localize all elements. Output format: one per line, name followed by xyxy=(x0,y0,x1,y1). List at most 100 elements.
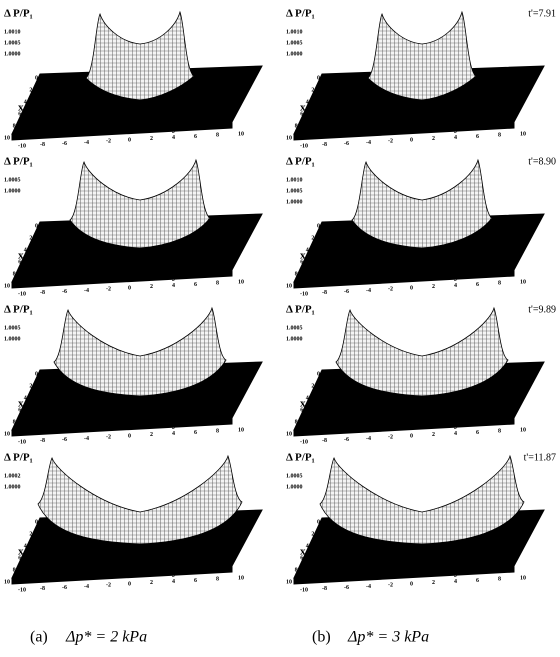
z-tick-label: 1.0000 xyxy=(286,336,303,342)
y-tick-label: -10 xyxy=(300,439,308,445)
time-label: t'=11.87 xyxy=(524,452,556,463)
y-tick-label: 2 xyxy=(150,580,153,586)
y-tick-label: 0 xyxy=(410,581,413,587)
x-tick-label: 6 xyxy=(18,111,21,117)
y-axis-label: y/D xyxy=(172,270,189,282)
x-tick-label: 0 xyxy=(35,519,38,525)
surface-mesh xyxy=(336,308,508,396)
y-tick-label: 8 xyxy=(216,281,219,287)
y-axis-label: y/D xyxy=(454,566,471,578)
z-tick-label: 1.0005 xyxy=(286,473,303,479)
y-tick-label: 8 xyxy=(498,429,501,435)
y-tick-label: 2 xyxy=(432,432,435,438)
z-tick-label: 1.0000 xyxy=(4,51,21,57)
y-tick-label: -4 xyxy=(84,140,89,146)
y-tick-label: -6 xyxy=(344,437,349,443)
y-tick-label: -8 xyxy=(40,438,45,444)
y-tick-label: 10 xyxy=(238,575,244,581)
y-tick-label: 4 xyxy=(454,135,457,141)
surface-plot: Δ P/P₁1.00021.0000x/Dy/D1086420-10-8-6-4… xyxy=(4,452,262,594)
y-tick-label: 0 xyxy=(128,285,131,291)
z-axis-label: Δ P/P₁ xyxy=(286,452,315,464)
x-tick-label: 0 xyxy=(317,519,320,525)
x-tick-label: 4 xyxy=(306,247,309,253)
y-tick-label: 4 xyxy=(172,135,175,141)
z-tick-label: 1.0002 xyxy=(4,473,21,479)
caption-label: (a) xyxy=(30,629,48,646)
x-tick-label: 10 xyxy=(286,283,292,289)
x-tick-label: 8 xyxy=(295,567,298,573)
y-tick-label: 2 xyxy=(150,432,153,438)
y-tick-label: -4 xyxy=(366,584,371,590)
y-tick-label: -4 xyxy=(84,288,89,294)
x-tick-label: 4 xyxy=(24,247,27,253)
x-tick-label: 2 xyxy=(311,531,314,537)
x-tick-label: 0 xyxy=(35,75,38,81)
surface-plot: Δ P/P₁1.00101.00051.0000x/Dy/D1086420-10… xyxy=(4,8,262,150)
y-tick-label: 2 xyxy=(150,136,153,142)
x-tick-label: 0 xyxy=(35,371,38,377)
y-tick-label: -2 xyxy=(106,435,111,441)
y-tick-label: 0 xyxy=(128,581,131,587)
y-tick-label: -6 xyxy=(62,141,67,147)
x-tick-label: 2 xyxy=(311,383,314,389)
z-tick-label: 1.0000 xyxy=(4,484,21,490)
x-tick-label: 10 xyxy=(4,135,10,141)
y-tick-label: -4 xyxy=(84,584,89,590)
y-tick-label: -10 xyxy=(18,587,26,593)
z-tick-label: 1.0000 xyxy=(286,51,303,57)
x-tick-label: 2 xyxy=(29,531,32,537)
y-tick-label: -2 xyxy=(106,583,111,589)
y-tick-label: -8 xyxy=(322,290,327,296)
y-tick-label: -6 xyxy=(62,585,67,591)
y-tick-label: -2 xyxy=(388,435,393,441)
y-tick-label: 10 xyxy=(238,279,244,285)
z-tick-label: 1.0000 xyxy=(286,484,303,490)
x-tick-label: 8 xyxy=(13,123,16,129)
y-tick-label: 10 xyxy=(238,131,244,137)
y-tick-label: 8 xyxy=(216,577,219,583)
surface-plot: Δ P/P₁1.00051.0000x/Dy/D1086420-10-8-6-4… xyxy=(286,452,556,594)
z-axis-label: Δ P/P₁ xyxy=(286,304,315,316)
x-tick-label: 8 xyxy=(295,419,298,425)
y-axis-label: y/D xyxy=(454,418,471,430)
z-axis-label: Δ P/P₁ xyxy=(4,304,33,316)
z-tick-label: 1.0005 xyxy=(286,325,303,331)
z-tick-label: 1.0000 xyxy=(286,199,303,205)
y-tick-label: 8 xyxy=(498,577,501,583)
z-axis-label: Δ P/P₁ xyxy=(4,156,33,168)
surface-plot: Δ P/P₁1.00051.0000x/Dy/D1086420-10-8-6-4… xyxy=(4,304,262,446)
y-tick-label: -4 xyxy=(366,288,371,294)
z-tick-label: 1.0005 xyxy=(4,40,21,46)
y-tick-label: 8 xyxy=(216,133,219,139)
z-tick-label: 1.0010 xyxy=(286,177,303,183)
z-tick-label: 1.0005 xyxy=(4,325,21,331)
time-label: t'=7.91 xyxy=(528,8,556,19)
y-tick-label: 4 xyxy=(454,431,457,437)
y-tick-label: -2 xyxy=(388,583,393,589)
surface-mesh xyxy=(352,160,492,248)
x-tick-label: 2 xyxy=(29,235,32,241)
y-tick-label: -6 xyxy=(344,585,349,591)
y-tick-label: -10 xyxy=(300,291,308,297)
surface-plot: Δ P/P₁1.00101.00051.0000x/Dy/D1086420-10… xyxy=(286,8,556,150)
y-tick-label: -4 xyxy=(366,140,371,146)
y-tick-label: 2 xyxy=(150,284,153,290)
y-axis-label: y/D xyxy=(172,122,189,134)
caption-formula: Δp* = 2 kPa xyxy=(65,629,147,646)
time-label: t'=8.90 xyxy=(528,156,556,167)
z-tick-label: 1.0005 xyxy=(286,188,303,194)
y-tick-label: 8 xyxy=(216,429,219,435)
y-tick-label: 10 xyxy=(520,279,526,285)
y-tick-label: 6 xyxy=(476,578,479,584)
y-tick-label: -2 xyxy=(388,287,393,293)
surface-mesh xyxy=(54,308,226,396)
caption-formula: Δp* = 3 kPa xyxy=(347,629,429,646)
z-tick-label: 1.0010 xyxy=(286,29,303,35)
x-tick-label: 10 xyxy=(4,431,10,437)
y-tick-label: -8 xyxy=(322,438,327,444)
x-tick-label: 8 xyxy=(295,271,298,277)
x-tick-label: 10 xyxy=(286,135,292,141)
y-tick-label: 6 xyxy=(476,282,479,288)
x-tick-label: 2 xyxy=(311,87,314,93)
